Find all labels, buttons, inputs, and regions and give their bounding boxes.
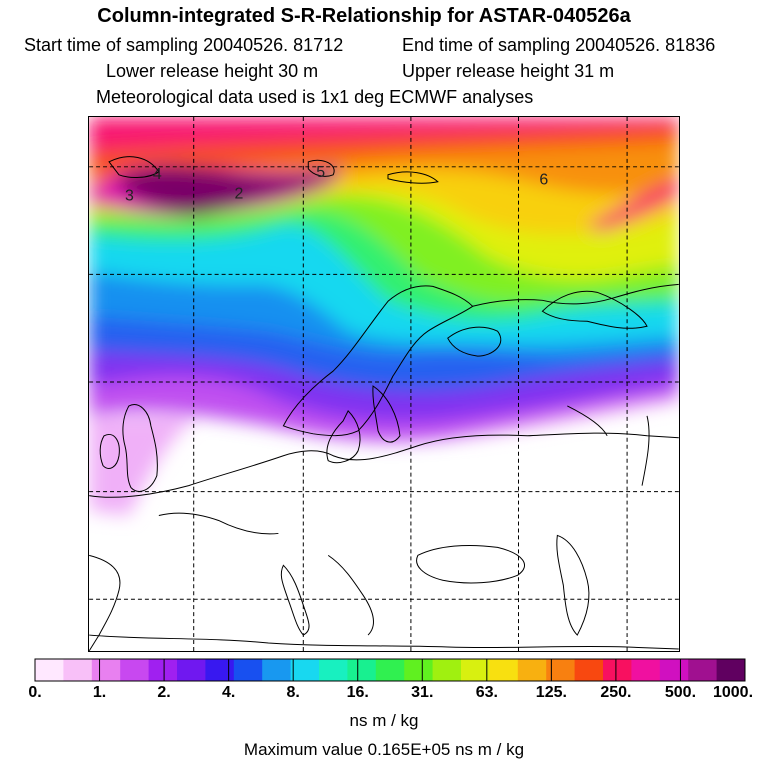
legend-swatch — [489, 659, 519, 681]
end-time-label: End time of sampling 20040526. 81836 — [402, 35, 716, 55]
legend-swatch — [177, 659, 206, 681]
legend-swatch — [290, 659, 320, 681]
legend-tick-label: 500. — [664, 684, 697, 701]
marker-5: 5 — [316, 164, 325, 181]
legend-tick-label: 8. — [286, 684, 300, 701]
met-data-label: Meteorological data used is 1x1 deg ECMW… — [96, 87, 534, 107]
legend-swatch — [347, 659, 377, 681]
legend-tick-label: 1. — [92, 684, 107, 701]
color-legend — [34, 658, 746, 682]
legend-swatch — [404, 659, 434, 681]
legend-swatch — [375, 659, 405, 681]
legend-swatch — [716, 659, 746, 681]
legend-swatch — [631, 659, 661, 681]
marker-6: 6 — [539, 172, 548, 189]
legend-swatch — [233, 659, 263, 681]
legend-swatch — [546, 659, 576, 681]
legend-tick-label: 4. — [221, 684, 236, 701]
legend-tick-label: 63. — [475, 684, 498, 701]
legend-tick-label: 250. — [600, 684, 632, 701]
legend-tick-label: 31. — [411, 684, 434, 701]
legend-tick-label: 2. — [157, 684, 171, 701]
legend-swatch — [432, 659, 462, 681]
legend-swatch — [319, 659, 348, 681]
graticule — [89, 117, 679, 651]
marker-2: 2 — [235, 186, 244, 203]
coastlines — [89, 156, 679, 651]
legend-tick-label: 16. — [346, 684, 369, 701]
legend-border — [34, 658, 746, 682]
marker-4: 4 — [153, 166, 162, 183]
legend-tick-label: 1000. — [712, 684, 754, 701]
legend-swatch — [603, 659, 632, 681]
legend-swatch — [659, 659, 689, 681]
legend-swatch — [63, 659, 93, 681]
legend-swatch — [35, 659, 64, 681]
legend-swatch — [205, 659, 235, 681]
legend-swatch — [262, 659, 292, 681]
legend-swatch — [574, 659, 604, 681]
legend-swatch — [517, 659, 547, 681]
legend-swatch — [688, 659, 718, 681]
legend-swatch — [148, 659, 178, 681]
lower-height-label: Lower release height 30 m — [106, 61, 319, 81]
maximum-value-label: Maximum value 0.165E+05 ns m / kg — [243, 740, 525, 759]
legend-swatch — [120, 659, 150, 681]
start-time-label: Start time of sampling 20040526. 81712 — [24, 35, 344, 55]
legend-swatch — [91, 659, 121, 681]
legend-swatch — [461, 659, 490, 681]
upper-height-label: Upper release height 31 m — [402, 61, 615, 81]
legend-tick-label: 125. — [535, 684, 567, 701]
srr-map: 3 4 2 5 6 — [88, 116, 680, 652]
legend-units: ns m / kg — [349, 711, 419, 730]
legend-tick-label: 0. — [28, 684, 42, 701]
plot-title: Column-integrated S-R-Relationship for A… — [97, 5, 631, 27]
concentration-field — [89, 117, 679, 516]
marker-3: 3 — [125, 188, 134, 205]
